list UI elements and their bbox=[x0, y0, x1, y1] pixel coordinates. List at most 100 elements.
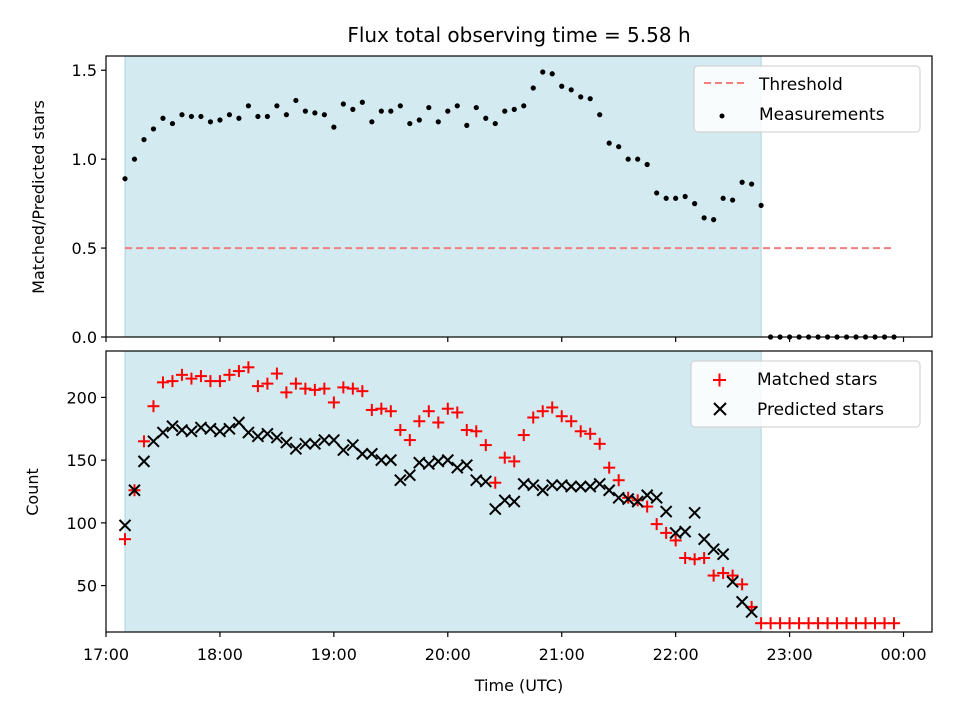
measurement-point bbox=[293, 97, 299, 104]
measurement-point bbox=[397, 103, 403, 109]
predicted-star-point bbox=[365, 447, 379, 461]
matched-star-point bbox=[460, 424, 473, 437]
top-plot-frame bbox=[105, 55, 933, 338]
predicted-star-point bbox=[251, 430, 265, 443]
predicted-star-point bbox=[261, 427, 274, 441]
matched-star-point bbox=[118, 533, 131, 546]
measurement-point bbox=[749, 181, 755, 187]
top-panel: 0.0 0.5 1.0 1.5 Matched/Predicted stars Thr… bbox=[29, 55, 933, 347]
matched-star-point bbox=[413, 415, 426, 428]
measurement-point bbox=[758, 202, 764, 208]
matched-star-point bbox=[555, 410, 568, 423]
matched-star-point bbox=[603, 461, 616, 474]
x-tick-label: 00:00 bbox=[880, 645, 926, 664]
measurement-point bbox=[350, 106, 356, 112]
measurement-point bbox=[521, 103, 527, 109]
predicted-star-point bbox=[745, 605, 758, 619]
matched-star-point bbox=[726, 569, 739, 582]
top-legend-box bbox=[693, 65, 921, 133]
measurement-point bbox=[369, 119, 375, 125]
matched-star-point bbox=[365, 403, 378, 416]
measurement-point bbox=[654, 190, 660, 196]
measurement-point bbox=[274, 103, 280, 109]
measurement-point bbox=[426, 104, 432, 111]
measurement-point bbox=[616, 144, 622, 150]
predicted-star-point bbox=[726, 575, 739, 589]
x-tick-label: 19:00 bbox=[311, 645, 357, 664]
measurement-point bbox=[245, 103, 252, 109]
measurement-point bbox=[283, 112, 289, 118]
measurement-point bbox=[597, 112, 603, 118]
predicted-star-point bbox=[479, 475, 492, 488]
matched-star-point bbox=[394, 424, 407, 437]
predicted-star-point bbox=[574, 480, 587, 493]
bottom-legend-box bbox=[690, 360, 921, 428]
matched-star-point bbox=[147, 400, 160, 413]
predicted-star-point bbox=[583, 480, 597, 493]
matched-star-point bbox=[660, 526, 673, 539]
bottom-y-tick-label: 200 bbox=[66, 388, 97, 407]
matched-star-point bbox=[717, 567, 730, 580]
matched-star-point bbox=[251, 380, 264, 393]
matched-star-point bbox=[574, 425, 587, 438]
predicted-star-point bbox=[546, 479, 559, 492]
matched-star-point bbox=[194, 370, 207, 383]
measurement-point bbox=[236, 115, 242, 121]
matched-star-point bbox=[156, 376, 169, 389]
measurement-point bbox=[559, 83, 565, 89]
x-tick-label: 20:00 bbox=[425, 645, 471, 664]
matched-star-point bbox=[508, 455, 521, 468]
matched-star-point bbox=[888, 617, 901, 630]
predicted-star-point bbox=[337, 443, 350, 457]
matched-star-point bbox=[489, 476, 502, 489]
predicted-star-point bbox=[384, 453, 398, 467]
predicted-star-point bbox=[697, 532, 711, 546]
matched-star-point bbox=[650, 518, 663, 531]
x-tick-label: 18:00 bbox=[197, 645, 243, 664]
matched-star-point bbox=[698, 551, 711, 564]
measurement-point bbox=[264, 113, 271, 120]
measurement-point bbox=[673, 195, 679, 201]
top-shaded-region bbox=[124, 55, 762, 338]
threshold-legend-label: Threshold bbox=[758, 75, 843, 95]
predicted-star-point bbox=[204, 422, 217, 435]
predicted-star-point bbox=[223, 422, 236, 435]
predicted-star-point bbox=[451, 461, 464, 474]
predicted-star-point bbox=[403, 468, 417, 482]
measurement-point bbox=[407, 120, 413, 127]
measurement-point bbox=[198, 113, 204, 120]
matched-star-point bbox=[327, 396, 340, 409]
predicted-star-point bbox=[242, 426, 255, 439]
x-tick-label: 21:00 bbox=[539, 645, 585, 664]
matched-star-point bbox=[679, 551, 692, 564]
measurement-point bbox=[606, 140, 612, 146]
predicted-star-point bbox=[527, 479, 540, 492]
measurements-legend-label: Measurements bbox=[759, 105, 885, 125]
predicted-star-point bbox=[707, 542, 720, 556]
measurement-point bbox=[226, 112, 233, 118]
bottom-y-tick-label: 50 bbox=[77, 577, 97, 596]
predicted-star-point bbox=[688, 506, 701, 520]
top-y-tick-label: 0.0 bbox=[72, 328, 97, 347]
predicted-star-point bbox=[460, 458, 473, 472]
predicted-star-point bbox=[565, 480, 578, 493]
measurement-point bbox=[416, 117, 422, 123]
bottom-y-axis-label: Count bbox=[23, 468, 42, 516]
predicted-star-point bbox=[640, 489, 654, 502]
predicted-star-point bbox=[621, 492, 635, 506]
predicted-star-point bbox=[280, 436, 293, 449]
matched-star-point bbox=[707, 569, 720, 582]
matched-star-point bbox=[527, 411, 540, 424]
measurement-point bbox=[540, 69, 546, 75]
matched-star-point bbox=[584, 427, 597, 440]
measurement-point bbox=[435, 119, 441, 125]
measurement-point bbox=[169, 120, 176, 127]
top-y-tick-label: 0.5 bbox=[72, 239, 97, 258]
predicted-star-point bbox=[213, 425, 227, 438]
matched-star-point bbox=[318, 382, 331, 395]
predicted-star-point bbox=[593, 477, 606, 491]
predicted-star-point bbox=[441, 453, 455, 467]
matched-star-point bbox=[470, 425, 483, 438]
measurement-point bbox=[312, 110, 318, 116]
predicted-star-point bbox=[356, 447, 369, 461]
